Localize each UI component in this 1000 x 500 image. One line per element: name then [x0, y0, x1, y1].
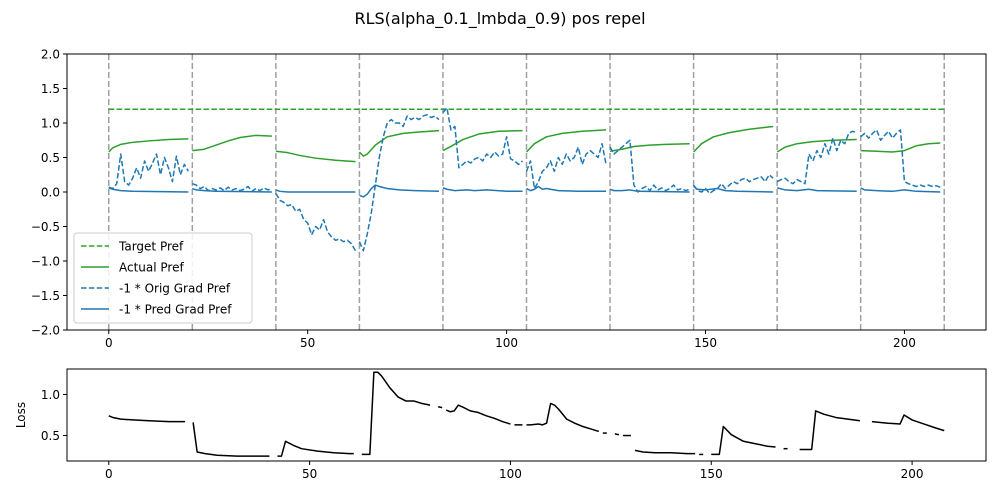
- series-line-segment: [275, 150, 356, 163]
- series-line-segment: [871, 414, 945, 432]
- x-tick-label: 150: [700, 467, 723, 481]
- series-line-segment: [609, 188, 690, 193]
- legend-label: -1 * Orig Grad Pref: [119, 282, 231, 296]
- x-tick-label: 50: [302, 467, 317, 481]
- legend-label: -1 * Pred Grad Pref: [119, 303, 232, 317]
- series-line-segment: [614, 433, 620, 436]
- series-line-segment: [192, 183, 273, 193]
- series-line-segment: [442, 107, 524, 169]
- series-line-segment: [693, 125, 774, 153]
- series-line-segment: [776, 130, 857, 185]
- legend-label: Target Pref: [118, 240, 184, 254]
- x-tick-label: 100: [495, 336, 518, 350]
- y-tick-label: 1.0: [41, 117, 60, 131]
- series-line-segment: [192, 134, 272, 152]
- x-tick-label: 0: [105, 336, 113, 350]
- series-line-segment: [108, 153, 189, 190]
- series-line-segment: [445, 404, 511, 425]
- y-tick-label: 0.5: [41, 151, 60, 165]
- series-1-pred-grad-pref: [108, 184, 941, 198]
- series-line-segment: [108, 138, 189, 153]
- figure-title: RLS(alpha_0.1_lmbda_0.9) pos repel: [354, 9, 645, 29]
- x-tick-label: 150: [694, 336, 717, 350]
- series-line-segment: [711, 425, 776, 456]
- series-line-segment: [275, 189, 356, 193]
- y-tick-label: −1.5: [31, 289, 60, 303]
- x-tick-label: 0: [105, 467, 113, 481]
- y-tick-label: −0.5: [31, 220, 60, 234]
- x-tick-label: 100: [499, 467, 522, 481]
- series-line-segment: [361, 371, 431, 456]
- series-line-segment: [799, 410, 860, 451]
- series-line-segment: [277, 440, 354, 457]
- top-axes: 0 50 100 150 200 −2.0 −1.5 −1.0 −0.5 0.0 0.5 1.0 1.5…: [31, 48, 987, 350]
- series-line-segment: [860, 142, 941, 153]
- series-line-segment: [437, 406, 443, 409]
- x-tick-label: 200: [901, 467, 924, 481]
- legend-label: Actual Pref: [119, 261, 184, 275]
- legend-frame: [73, 232, 253, 324]
- series-line-segment: [192, 187, 272, 193]
- y-tick-label: 1.5: [41, 82, 60, 96]
- y-tick-label: −2.0: [31, 324, 60, 338]
- series-line-segment: [442, 187, 523, 193]
- series-line-segment: [526, 402, 600, 433]
- y-tick-label: 1.0: [41, 388, 60, 402]
- series-line-segment: [776, 138, 857, 153]
- series-line-segment: [108, 415, 186, 423]
- series-line-segment: [526, 185, 607, 193]
- series-line-segment: [442, 129, 523, 152]
- axes-frame: [66, 368, 987, 462]
- series-line-segment: [693, 185, 774, 193]
- plot-area: [108, 107, 945, 252]
- series-line-segment: [275, 193, 357, 252]
- series-actual-pref: [108, 125, 941, 163]
- series-line-segment: [359, 184, 440, 198]
- y-tick-label: 0.5: [41, 429, 60, 443]
- series-loss: [108, 371, 945, 457]
- series-line-segment: [358, 129, 440, 157]
- series-line-segment: [609, 142, 690, 153]
- y-tick-label: 2.0: [41, 48, 60, 62]
- series-line-segment: [525, 142, 607, 190]
- series-line-segment: [192, 422, 270, 457]
- y-tick-label: −1.0: [31, 255, 60, 269]
- series-line-segment: [525, 129, 607, 153]
- series-line-segment: [860, 129, 941, 188]
- series-line-segment: [634, 449, 696, 455]
- legend: Target Pref Actual Pref -1 * Orig Grad Pre…: [73, 232, 253, 324]
- series-line-segment: [609, 139, 690, 193]
- series-line-segment: [108, 187, 189, 193]
- series-line-segment: [860, 187, 941, 193]
- series-line-segment: [776, 187, 857, 193]
- y-tick-label: 0.0: [41, 186, 60, 200]
- y-axis-label: Loss: [14, 402, 28, 428]
- plot-area: [108, 371, 945, 457]
- bottom-axes: 0 50 100 150 200 0.5 1.0 Loss: [14, 368, 987, 481]
- x-tick-label: 200: [893, 336, 916, 350]
- x-tick-label: 50: [300, 336, 315, 350]
- series-line-segment: [358, 113, 440, 252]
- series-1-orig-grad-pref: [108, 107, 941, 252]
